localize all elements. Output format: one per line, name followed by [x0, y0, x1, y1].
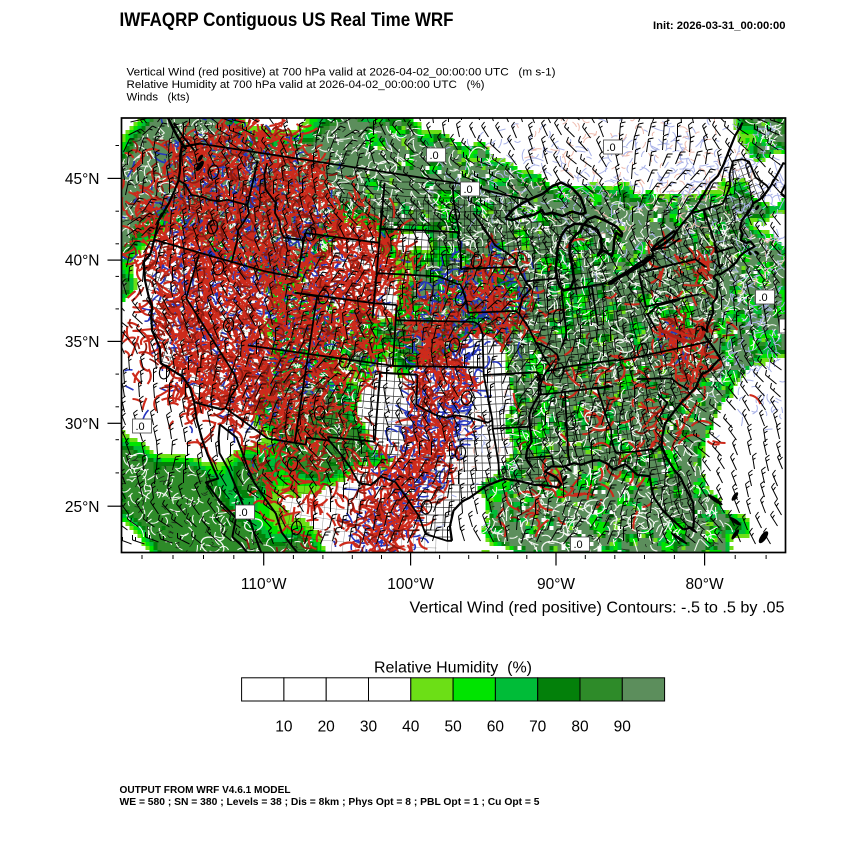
svg-text:IWFAQRP Contiguous US Real Tim: IWFAQRP Contiguous US Real Time WRF [120, 10, 454, 31]
svg-text:30°N: 30°N [65, 416, 100, 433]
svg-text:60: 60 [487, 719, 505, 736]
svg-text:40: 40 [402, 719, 420, 736]
svg-text:OUTPUT FROM WRF V4.6.1 MODEL: OUTPUT FROM WRF V4.6.1 MODEL [120, 785, 291, 796]
svg-text:90°W: 90°W [537, 576, 575, 593]
svg-text:Winds (kts): Winds (kts) [127, 92, 190, 104]
svg-text:Vertical Wind (red positive) C: Vertical Wind (red positive) Contours: -… [410, 600, 785, 617]
svg-text:70: 70 [529, 719, 547, 736]
svg-text:50: 50 [444, 719, 462, 736]
svg-text:Init: 2026-03-31_00:00:00: Init: 2026-03-31_00:00:00 [653, 20, 786, 32]
svg-text:.0: .0 [464, 184, 473, 196]
svg-text:10: 10 [275, 719, 293, 736]
svg-text:45°N: 45°N [65, 171, 100, 188]
svg-text:.0: .0 [783, 321, 792, 333]
svg-text:110°W: 110°W [241, 576, 287, 593]
svg-text:90: 90 [614, 719, 632, 736]
svg-text:.0: .0 [574, 539, 583, 551]
svg-text:100°W: 100°W [387, 576, 434, 593]
svg-text:80°W: 80°W [686, 576, 724, 593]
svg-text:Relative Humidity at 700 hPa v: Relative Humidity at 700 hPa valid at 20… [127, 79, 485, 91]
svg-text:.0: .0 [430, 150, 439, 162]
svg-text:Vertical Wind (red positive) a: Vertical Wind (red positive) at 700 hPa … [127, 67, 556, 79]
svg-text:.0: .0 [136, 421, 145, 433]
svg-text:.0: .0 [759, 292, 768, 304]
svg-text:30: 30 [360, 719, 378, 736]
svg-text:40°N: 40°N [65, 253, 100, 270]
svg-text:.0: .0 [239, 507, 248, 519]
svg-text:20: 20 [318, 719, 336, 736]
svg-text:Relative Humidity (%): Relative Humidity (%) [374, 660, 532, 677]
svg-text:35°N: 35°N [65, 334, 100, 351]
svg-text:.0: .0 [607, 142, 616, 154]
svg-text:25°N: 25°N [65, 499, 100, 516]
svg-text:80: 80 [571, 719, 589, 736]
svg-text:WE = 580 ; SN = 380 ; Levels =: WE = 580 ; SN = 380 ; Levels = 38 ; Dis … [120, 797, 540, 808]
